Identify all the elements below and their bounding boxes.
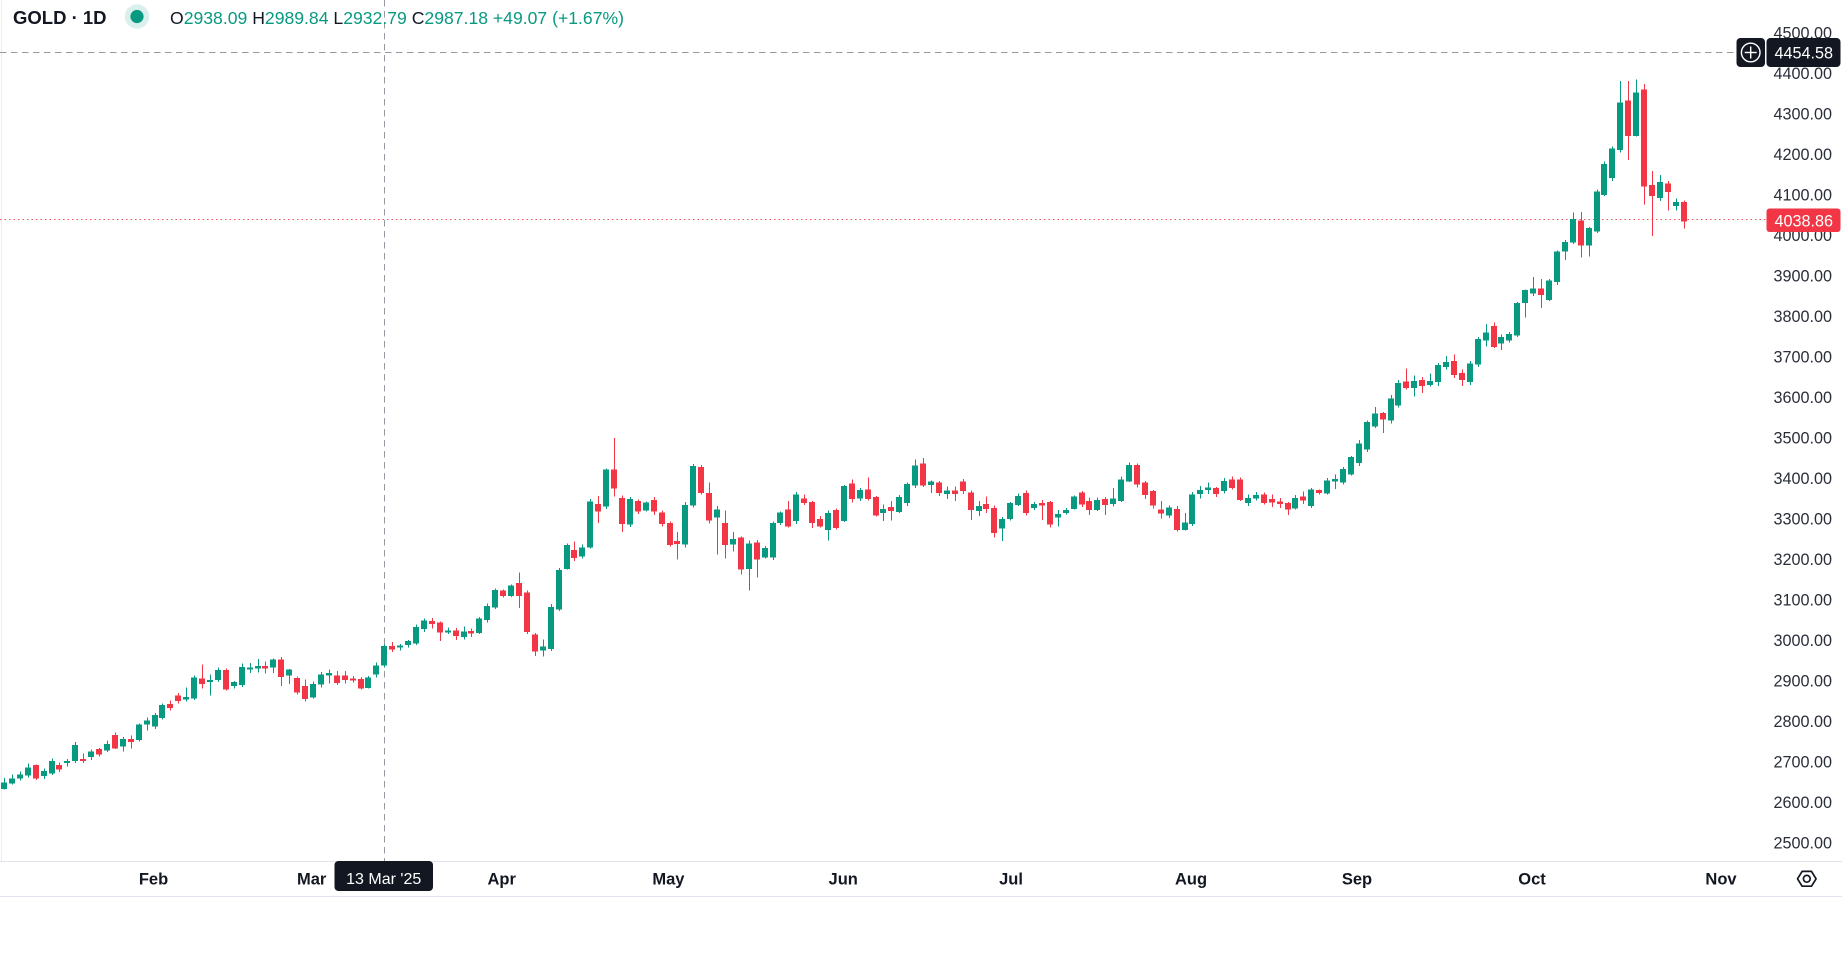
svg-text:Sep: Sep xyxy=(1342,871,1372,889)
svg-text:2900.00: 2900.00 xyxy=(1773,673,1832,691)
svg-text:3700.00: 3700.00 xyxy=(1773,349,1832,367)
svg-text:3600.00: 3600.00 xyxy=(1773,389,1832,407)
svg-text:4100.00: 4100.00 xyxy=(1773,187,1832,205)
svg-text:2700.00: 2700.00 xyxy=(1773,754,1832,772)
svg-text:Jun: Jun xyxy=(829,871,858,889)
svg-text:Feb: Feb xyxy=(139,871,168,889)
svg-text:3200.00: 3200.00 xyxy=(1773,551,1832,569)
svg-text:2800.00: 2800.00 xyxy=(1773,713,1832,731)
svg-text:May: May xyxy=(652,871,685,889)
svg-text:4454.58: 4454.58 xyxy=(1774,44,1833,62)
svg-text:4038.86: 4038.86 xyxy=(1774,212,1833,230)
svg-text:Jul: Jul xyxy=(999,871,1023,889)
svg-text:3500.00: 3500.00 xyxy=(1773,430,1832,448)
svg-text:3300.00: 3300.00 xyxy=(1773,511,1832,529)
svg-text:GOLD · 1D: GOLD · 1D xyxy=(13,7,107,28)
svg-text:4400.00: 4400.00 xyxy=(1773,65,1832,83)
svg-text:Aug: Aug xyxy=(1175,871,1207,889)
svg-text:3000.00: 3000.00 xyxy=(1773,632,1832,650)
svg-text:3100.00: 3100.00 xyxy=(1773,592,1832,610)
svg-text:O2938.09 H2989.84 L2932.79 C29: O2938.09 H2989.84 L2932.79 C2987.18 +49.… xyxy=(170,8,624,28)
svg-text:Apr: Apr xyxy=(487,871,516,889)
svg-text:3400.00: 3400.00 xyxy=(1773,470,1832,488)
svg-text:Nov: Nov xyxy=(1705,871,1737,889)
svg-text:Mar: Mar xyxy=(297,871,327,889)
svg-text:Oct: Oct xyxy=(1518,871,1546,889)
svg-text:3900.00: 3900.00 xyxy=(1773,268,1832,286)
svg-text:4200.00: 4200.00 xyxy=(1773,146,1832,164)
svg-text:4300.00: 4300.00 xyxy=(1773,106,1832,124)
svg-text:2600.00: 2600.00 xyxy=(1773,794,1832,812)
svg-text:3800.00: 3800.00 xyxy=(1773,308,1832,326)
svg-text:2500.00: 2500.00 xyxy=(1773,835,1832,853)
svg-text:13 Mar '25: 13 Mar '25 xyxy=(346,871,421,888)
